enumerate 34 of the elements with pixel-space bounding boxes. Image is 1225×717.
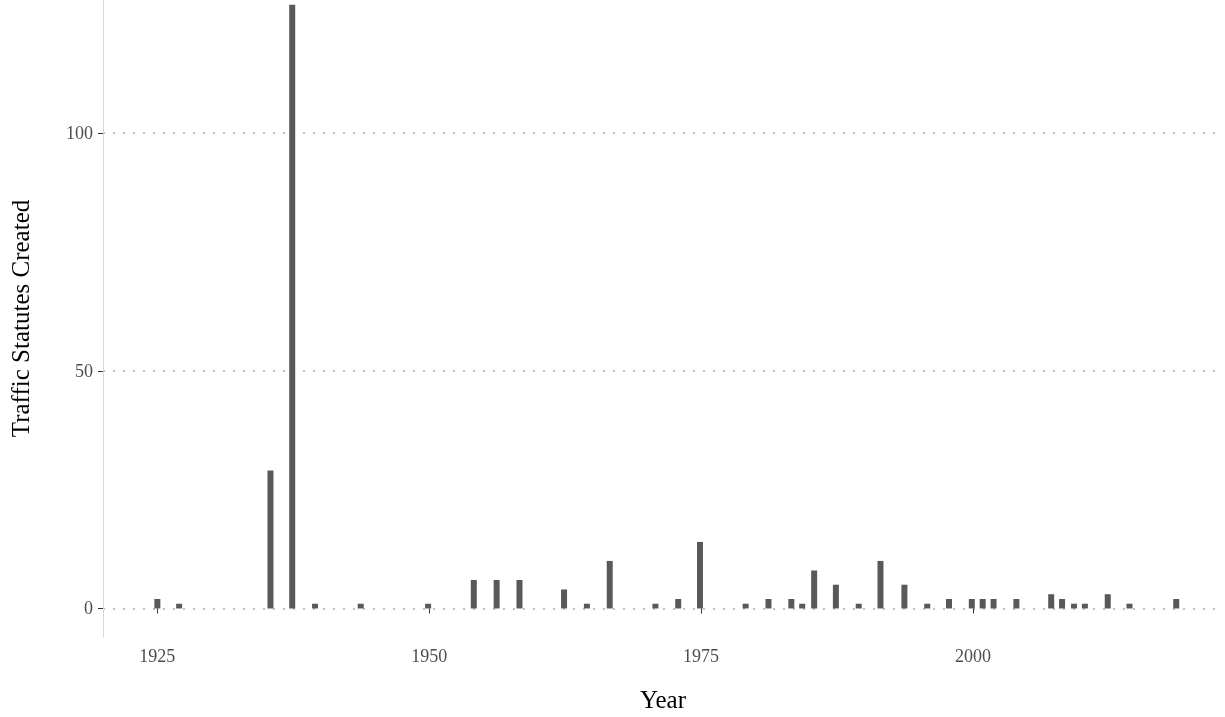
bar [765,598,772,609]
bar [877,560,884,609]
bar [811,570,818,609]
y-axis-title: Traffic Statutes Created [7,199,34,438]
bar [289,4,296,609]
bar [788,598,795,609]
x-tick-label: 1975 [683,646,720,666]
bar [267,470,274,609]
bar [561,589,568,609]
y-tick-label: 0 [84,598,93,619]
bar [832,584,839,609]
bar [945,598,952,609]
x-tick-label: 1950 [411,646,448,666]
bar [493,579,500,609]
bar [901,584,908,609]
bar [1104,594,1111,609]
y-tick-label: 100 [66,123,93,144]
y-tick-label: 50 [75,360,93,381]
bar [696,541,703,609]
bar [470,579,477,609]
x-tick-label: 2000 [954,646,991,666]
bar [1173,598,1180,609]
bar [1013,598,1020,609]
bar [990,598,997,609]
x-tick-label: 1925 [139,646,176,666]
bar [154,598,161,609]
bar [606,560,613,609]
bar [1059,598,1066,609]
bar [1048,594,1055,609]
x-axis-title: Year [639,686,687,713]
bar [516,579,523,609]
bar [979,598,986,609]
bar [675,598,682,609]
bar [968,598,975,609]
